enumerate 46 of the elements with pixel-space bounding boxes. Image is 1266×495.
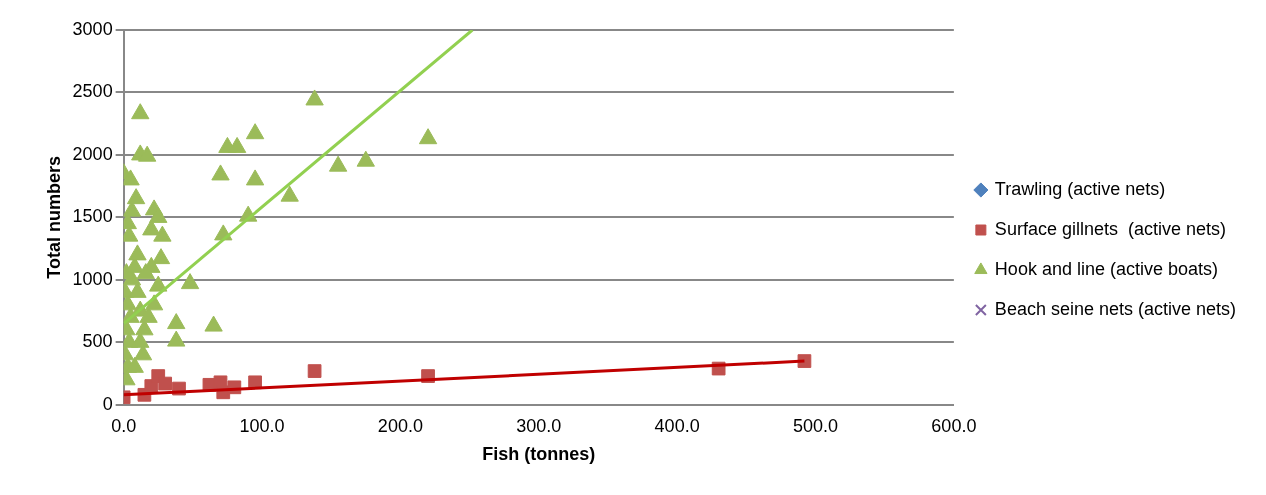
point <box>151 248 171 265</box>
point <box>153 225 172 242</box>
point <box>123 169 140 186</box>
x-tick-label: 100.0 <box>239 415 285 436</box>
point <box>227 136 247 153</box>
point <box>356 150 375 167</box>
point <box>149 275 168 292</box>
point <box>305 89 324 106</box>
point <box>328 155 348 172</box>
x-tick-label: 300.0 <box>516 415 562 436</box>
point <box>136 263 155 280</box>
legend-label: Beach seine nets (active nets) <box>994 298 1237 319</box>
point <box>138 145 157 162</box>
x-tick-label: 0.0 <box>111 415 137 436</box>
point <box>280 185 299 202</box>
point <box>158 376 173 391</box>
y-tick-label: 500 <box>82 331 113 352</box>
point <box>245 123 265 140</box>
point <box>180 273 200 290</box>
y-tick-label: 2500 <box>72 81 113 102</box>
point <box>245 169 265 186</box>
y-tick-label: 3000 <box>72 18 113 39</box>
point <box>418 128 438 145</box>
point <box>167 313 186 330</box>
y-tick-label: 2000 <box>72 143 113 164</box>
x-tick-label: 200.0 <box>377 415 423 436</box>
point <box>149 206 168 223</box>
point <box>204 315 223 332</box>
x-tick-label: 500.0 <box>792 415 839 436</box>
legend-label: Trawling (active nets) <box>994 178 1166 199</box>
point <box>211 164 230 181</box>
legend-label: Surface gillnets (active nets) <box>994 218 1226 239</box>
point <box>128 244 147 261</box>
y-tick-label: 1000 <box>72 268 113 289</box>
point <box>126 188 146 205</box>
y-tick-label: 1500 <box>72 206 113 227</box>
point <box>167 330 186 347</box>
x-axis-title: Fish (tonnes) <box>482 444 596 465</box>
y-tick-label: 0 <box>102 393 113 414</box>
y-axis-title: Total numbers <box>43 156 64 279</box>
x-tick-label: 400.0 <box>654 415 700 436</box>
x-tick-label: 600.0 <box>931 415 977 436</box>
point <box>142 219 161 236</box>
legend-label: Hook and line (active boats) <box>994 258 1218 279</box>
point <box>131 103 150 120</box>
point <box>307 364 322 378</box>
